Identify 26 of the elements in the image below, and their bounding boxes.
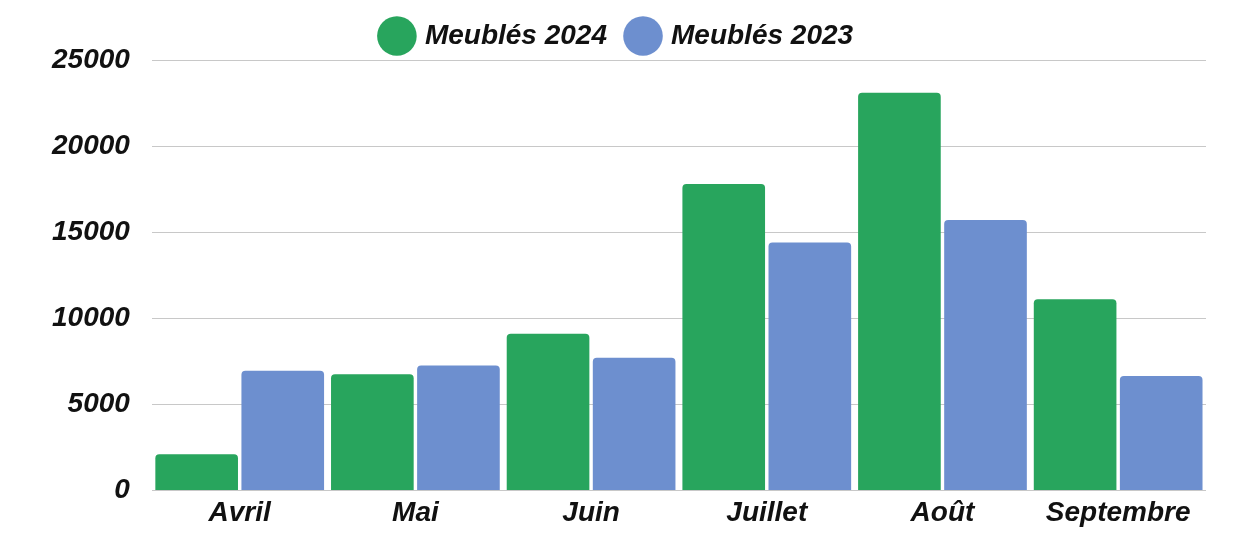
x-tick-label: Août (909, 495, 977, 527)
legend-label: Meublés 2023 (671, 18, 854, 50)
x-tick-label: Juillet (726, 495, 809, 527)
x-tick-label: Mai (392, 495, 440, 527)
bar (1119, 375, 1203, 490)
legend-label: Meublés 2024 (424, 18, 608, 50)
y-tick-label: 25000 (50, 42, 131, 74)
bar (682, 183, 766, 490)
bar (155, 454, 238, 490)
x-tick-label: Juin (562, 495, 620, 527)
y-tick-label: 10000 (51, 300, 131, 332)
bar (768, 242, 852, 490)
x-tick-label: Avril (207, 495, 273, 527)
bar (592, 357, 676, 490)
bar (241, 370, 325, 490)
bar (944, 220, 1027, 490)
bar (1033, 299, 1117, 490)
bar (331, 374, 414, 490)
bar (417, 365, 500, 490)
y-tick-label: 20000 (50, 128, 131, 160)
y-tick-label: 0 (114, 473, 131, 505)
y-tick-label: 15000 (51, 214, 131, 246)
bar (506, 333, 590, 490)
y-tick-label: 5000 (67, 387, 131, 419)
bar (858, 92, 941, 490)
x-tick-label: Septembre (1045, 495, 1191, 527)
